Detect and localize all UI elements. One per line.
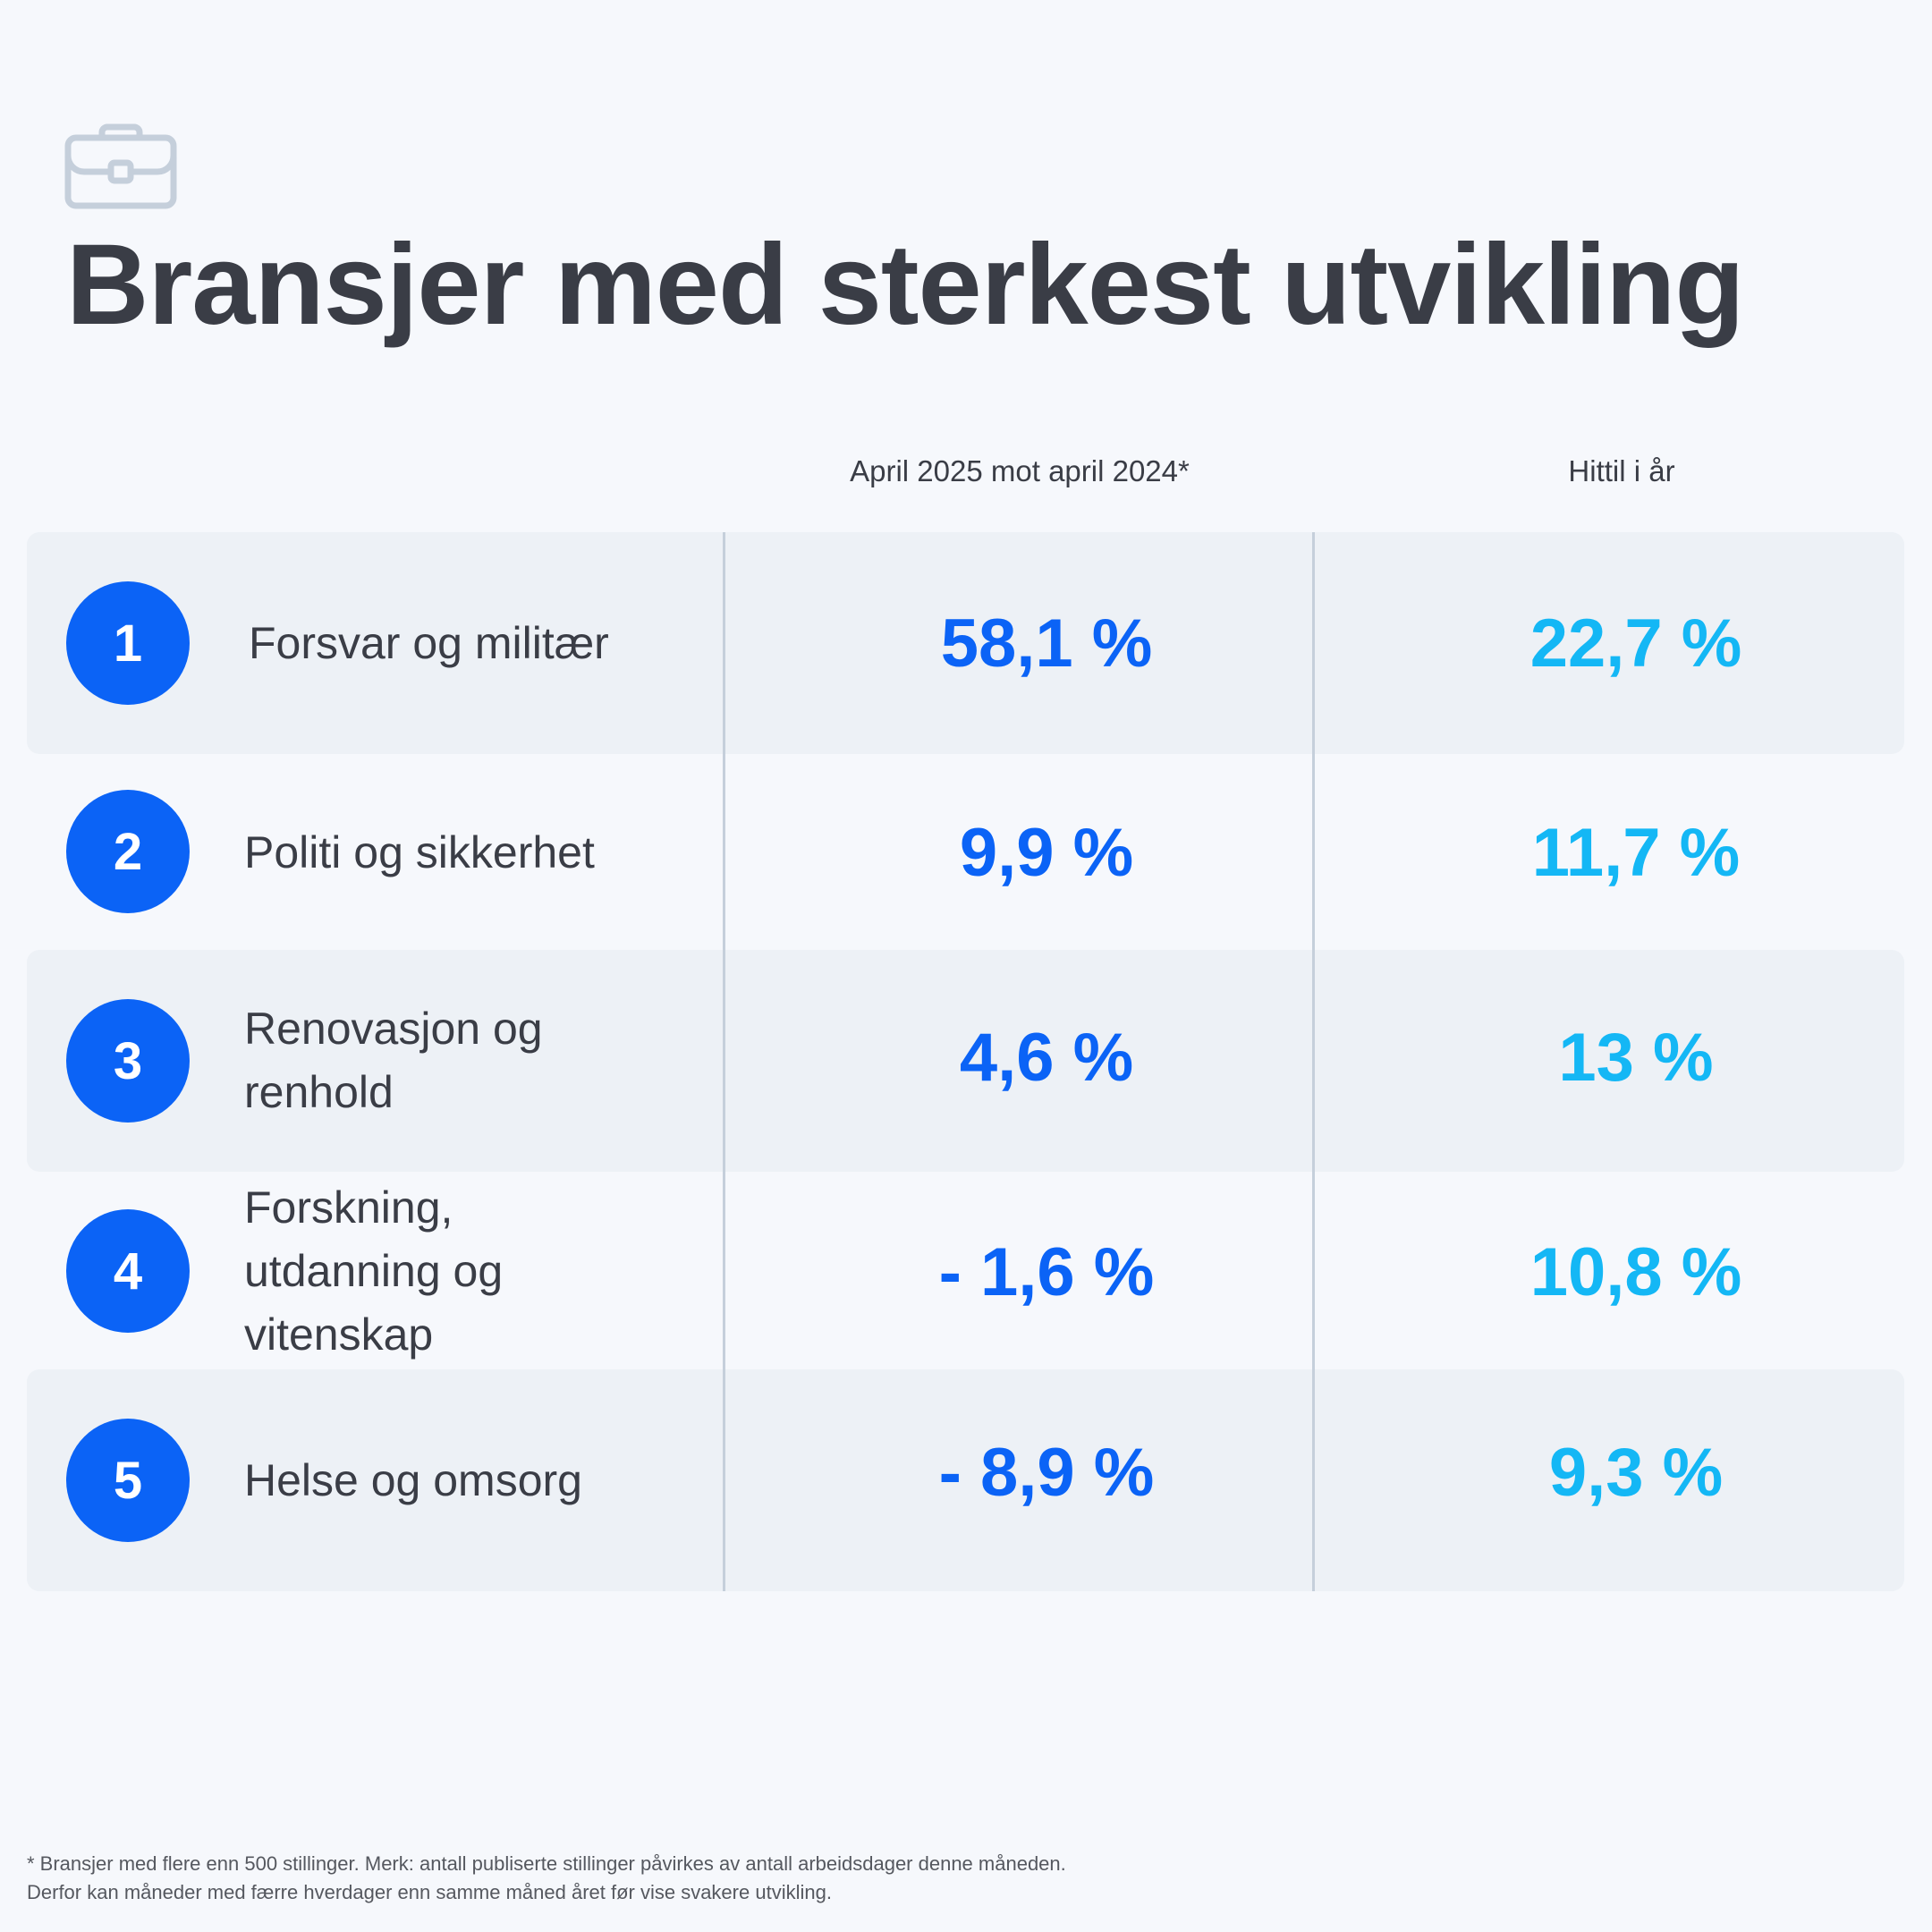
ytd-change: 11,7 %: [1531, 814, 1741, 891]
ytd-change: 13 %: [1558, 1019, 1714, 1096]
period-change: - 8,9 %: [938, 1434, 1155, 1511]
table-row: 3 Renovasjon og renhold 4,6 % 13 %: [27, 950, 1904, 1172]
industry-label: Forskning, utdanning og vitenskap: [244, 1182, 504, 1360]
rank-badge: 4: [66, 1209, 190, 1333]
table-row: 4 Forskning, utdanning og vitenskap - 1,…: [27, 1172, 1904, 1369]
briefcase-icon: [64, 123, 177, 209]
ytd-change: 9,3 %: [1548, 1434, 1724, 1511]
column-header-ytd: Hittil i år: [1568, 454, 1675, 487]
period-change: - 1,6 %: [938, 1233, 1155, 1310]
period-change: 9,9 %: [959, 814, 1134, 891]
ytd-change: 10,8 %: [1530, 1233, 1742, 1310]
column-divider: [1312, 532, 1315, 1591]
column-header-period: April 2025 mot april 2024*: [850, 454, 1190, 487]
table-row: 2 Politi og sikkerhet 9,9 % 11,7 %: [27, 754, 1904, 950]
rank-badge: 3: [66, 999, 190, 1123]
table-row: 5 Helse og omsorg - 8,9 % 9,3 %: [27, 1369, 1904, 1591]
column-divider: [723, 532, 725, 1591]
rank-badge: 1: [66, 581, 190, 705]
footnote-line: * Bransjer med flere enn 500 stillinger.…: [27, 1852, 1066, 1875]
industry-label: Renovasjon og renhold: [244, 1004, 543, 1117]
rank-badge: 2: [66, 790, 190, 913]
table-row: 1 Forsvar og militær 58,1 % 22,7 %: [27, 532, 1904, 754]
page-title: Bransjer med sterkest utvikling: [66, 221, 1744, 349]
ytd-change: 22,7 %: [1530, 605, 1742, 682]
industry-table: 1 Forsvar og militær 58,1 % 22,7 % 2 Pol…: [27, 532, 1904, 1591]
footnote-line: Derfor kan måneder med færre hverdager e…: [27, 1881, 832, 1903]
industry-label: Helse og omsorg: [244, 1454, 582, 1505]
footnote: * Bransjer med flere enn 500 stillinger.…: [27, 1850, 1066, 1907]
rank-badge: 5: [66, 1419, 190, 1542]
period-change: 58,1 %: [940, 605, 1153, 682]
period-change: 4,6 %: [959, 1019, 1134, 1096]
industry-label: Politi og sikkerhet: [244, 826, 595, 877]
industry-label: Forsvar og militær: [249, 617, 609, 668]
